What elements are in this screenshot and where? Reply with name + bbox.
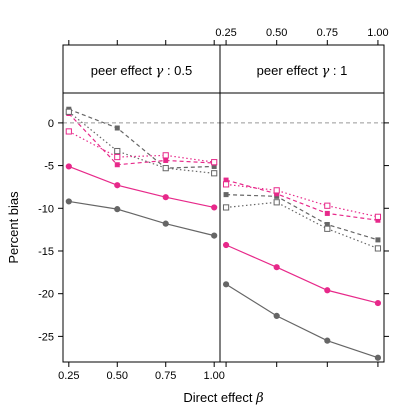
x-tick-label-top: 1.00: [367, 27, 388, 39]
x-tick-label-bottom: 0.25: [58, 370, 79, 382]
data-point-gray-dotted-3: [162, 165, 169, 172]
series-line-pink-dashed: [225, 179, 379, 221]
series-line-pink-dashed: [68, 113, 215, 166]
y-tick-label: -20: [38, 289, 54, 301]
data-point-gray-dotted-1: [222, 204, 230, 211]
x-tick-label-bottom: 1.00: [203, 370, 224, 382]
x-tick-label-bottom: 0.75: [155, 370, 176, 382]
data-point-gray-dotted-2: [273, 199, 280, 206]
y-tick-label: -25: [38, 331, 54, 343]
series-line-pink-dotted: [226, 183, 379, 218]
series-line-pink-solid: [68, 165, 215, 209]
strip-label: peer effect γ : 1: [257, 63, 348, 79]
data-point-gray-dashed-2: [114, 125, 120, 131]
data-point-pink-dotted-2: [114, 153, 121, 161]
data-point-pink-dotted-1: [222, 181, 230, 188]
x-axis-title: Direct effect β: [183, 390, 263, 406]
y-axis-title: Percent bias: [6, 191, 21, 264]
panel-frame: [219, 44, 385, 363]
series-line-gray-dotted: [68, 111, 215, 174]
series-line-gray-dashed: [68, 108, 215, 169]
data-point-gray-dotted-4: [211, 170, 218, 177]
series-line-gray-solid: [68, 200, 215, 237]
data-point-gray-solid-1: [222, 281, 230, 288]
panel-2: peer effect γ : 1: [219, 44, 385, 363]
data-point-pink-dotted-3: [324, 202, 331, 209]
data-point-pink-dotted-4: [374, 213, 382, 220]
y-tick-label: -10: [38, 203, 54, 215]
data-point-gray-dotted-3: [324, 225, 331, 232]
x-tick-label-top: 0.25: [215, 27, 236, 39]
x-tick-label-bottom: 0.50: [107, 370, 128, 382]
data-point-gray-solid-2: [273, 312, 280, 319]
y-tick-label: -15: [38, 246, 54, 258]
data-point-gray-dashed-4: [375, 237, 381, 243]
data-point-gray-dotted-1: [65, 108, 72, 115]
data-point-pink-dotted-2: [273, 187, 280, 194]
data-point-gray-solid-4: [374, 354, 382, 361]
series-line-gray-solid: [225, 283, 379, 359]
data-point-pink-dotted-1: [65, 128, 72, 135]
data-point-pink-solid-4: [211, 204, 218, 211]
data-point-pink-solid-4: [374, 299, 382, 307]
data-point-pink-dashed-2: [114, 162, 120, 168]
y-tick-label: 0: [48, 118, 54, 130]
data-point-pink-solid-1: [65, 163, 72, 170]
data-point-pink-solid-2: [273, 264, 280, 271]
data-point-gray-dashed-1: [223, 192, 229, 198]
data-point-pink-dashed-3: [163, 157, 169, 163]
y-tick-label: -5: [44, 161, 54, 173]
data-point-gray-solid-3: [324, 337, 331, 344]
data-point-pink-dotted-3: [162, 152, 169, 159]
data-point-pink-dotted-4: [211, 159, 218, 166]
series-line-pink-solid: [225, 244, 379, 304]
strip-background: [63, 45, 220, 93]
data-point-pink-solid-2: [114, 182, 121, 189]
data-point-pink-solid-3: [162, 194, 169, 201]
strip-label: peer effect γ : 0.5: [91, 63, 193, 79]
data-point-gray-dotted-2: [114, 147, 121, 155]
data-point-pink-solid-1: [222, 241, 230, 249]
x-tick-label-top: 0.50: [266, 27, 287, 39]
data-point-gray-dotted-4: [374, 245, 382, 252]
x-tick-label-top: 0.75: [317, 27, 338, 39]
data-point-gray-solid-3: [162, 220, 169, 227]
strip-background: [220, 45, 384, 93]
data-point-gray-solid-2: [114, 206, 121, 213]
data-point-pink-solid-3: [324, 287, 331, 294]
data-point-gray-solid-4: [211, 232, 218, 239]
panel-1: peer effect γ : 0.5: [62, 44, 221, 363]
data-point-pink-dashed-3: [324, 210, 330, 216]
data-point-gray-solid-1: [65, 198, 72, 205]
series-line-gray-dashed: [226, 194, 379, 241]
series-line-gray-dotted: [226, 201, 379, 249]
